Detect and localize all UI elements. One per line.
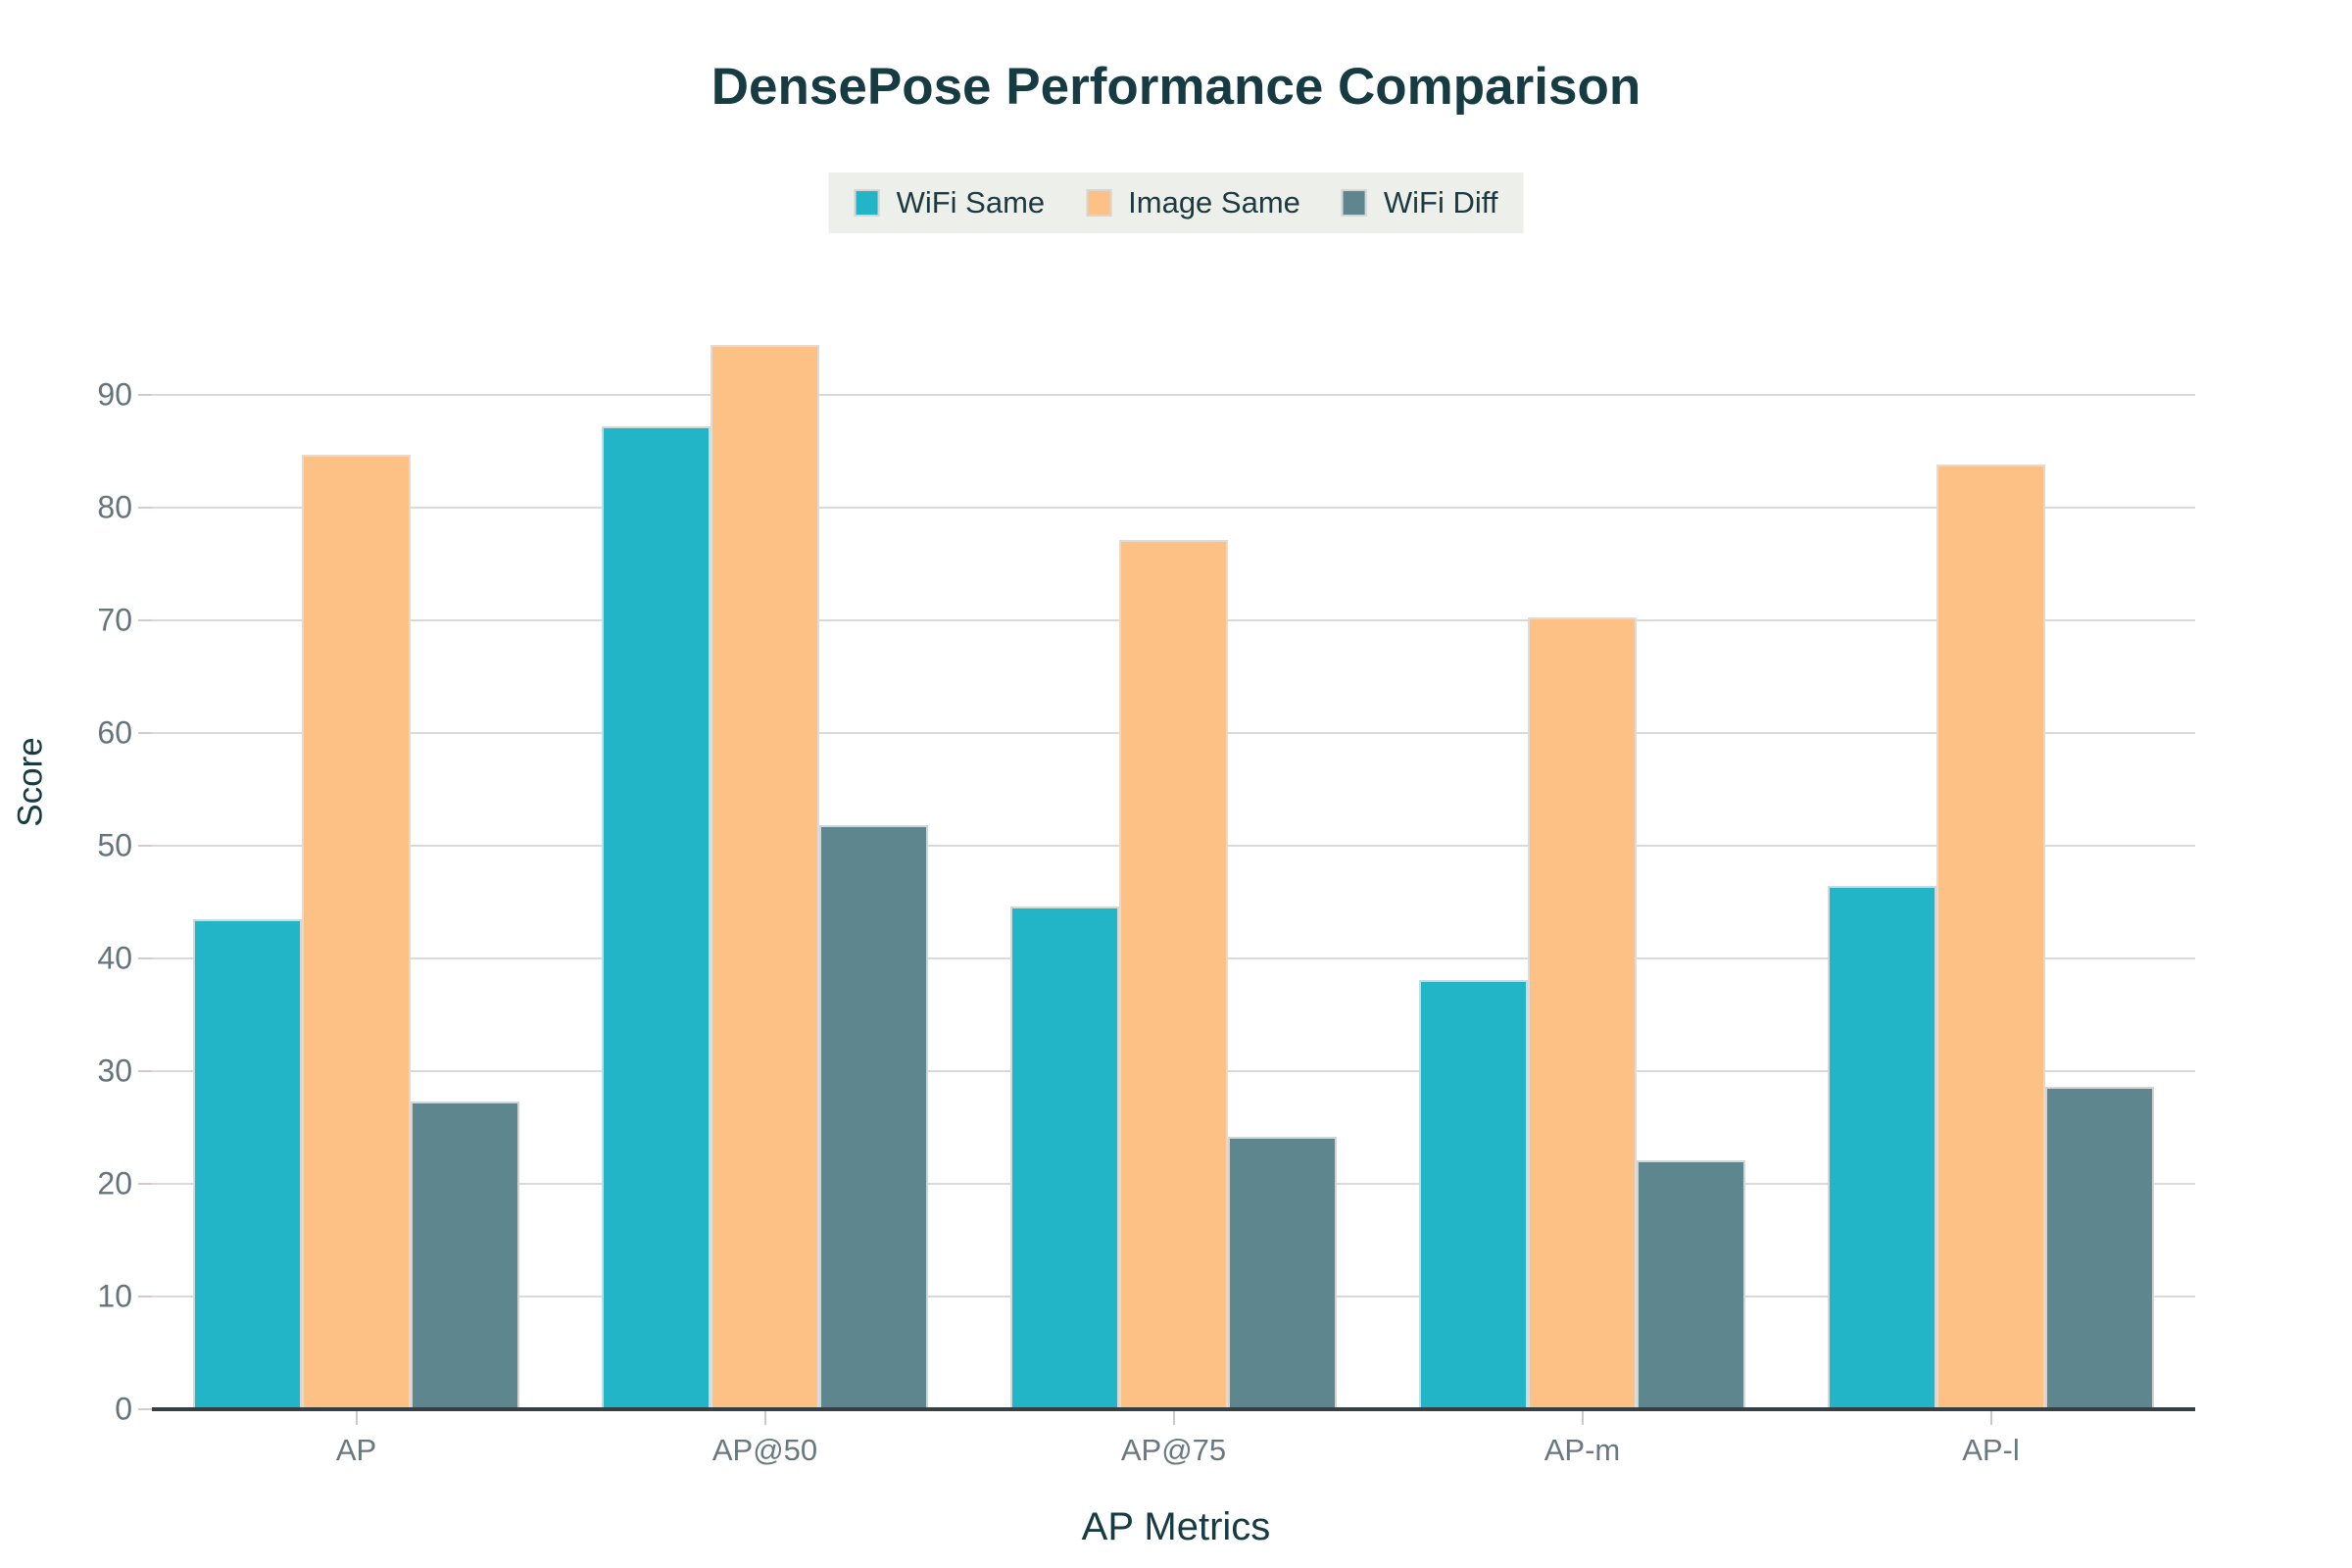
legend-label: WiFi Diff	[1383, 185, 1498, 220]
x-axis-line	[152, 1407, 2195, 1411]
y-tick-mark	[138, 1296, 152, 1298]
y-tick-label: 60	[97, 714, 132, 751]
y-tick-mark	[138, 845, 152, 847]
y-tick-label: 40	[97, 940, 132, 976]
legend-label: WiFi Same	[896, 185, 1046, 220]
bar-wifi-same-ap[interactable]	[193, 918, 302, 1409]
legend-swatch	[1086, 189, 1112, 217]
x-tick-mark	[763, 1411, 766, 1425]
y-axis-title: Score	[12, 737, 50, 827]
y-axis-title-box: Score	[10, 645, 53, 919]
chart-title: DensePose Performance Comparison	[710, 58, 1642, 116]
bar-wifi-diff-ap-l[interactable]	[2045, 1087, 2154, 1409]
y-tick-label: 20	[97, 1165, 132, 1201]
y-tick-mark	[138, 507, 152, 509]
bar-wifi-diff-ap@75[interactable]	[1228, 1136, 1337, 1409]
bar-wifi-diff-ap@50[interactable]	[819, 825, 928, 1409]
y-tick-mark	[138, 1183, 152, 1185]
x-tick-label-ap: AP	[335, 1433, 377, 1467]
legend-item-wifi-diff[interactable]: WiFi Diff	[1341, 185, 1498, 220]
bar-wifi-same-ap-m[interactable]	[1419, 979, 1528, 1409]
y-tick-mark	[138, 1408, 152, 1410]
legend-item-wifi-same[interactable]: WiFi Same	[854, 185, 1046, 220]
y-tick-label: 30	[97, 1053, 132, 1089]
legend-item-image-same[interactable]: Image Same	[1086, 185, 1300, 220]
x-tick-label-ap@50: AP@50	[711, 1433, 818, 1467]
legend-swatch	[854, 189, 880, 217]
bar-image-same-ap-l[interactable]	[1936, 465, 2045, 1409]
bar-image-same-ap[interactable]	[302, 454, 411, 1409]
y-tick-mark	[138, 1070, 152, 1072]
y-tick-mark	[138, 957, 152, 959]
bar-wifi-diff-ap-m[interactable]	[1637, 1159, 1745, 1409]
x-tick-label-ap@75: AP@75	[1120, 1433, 1227, 1467]
bar-image-same-ap@50[interactable]	[710, 345, 819, 1409]
y-tick-mark	[138, 619, 152, 621]
gridline-y-80	[152, 507, 2195, 509]
y-tick-mark	[138, 394, 152, 396]
y-tick-label: 80	[97, 489, 132, 525]
y-tick-label: 70	[97, 602, 132, 638]
bar-wifi-same-ap@75[interactable]	[1010, 906, 1119, 1409]
bar-image-same-ap-m[interactable]	[1528, 616, 1637, 1409]
gridline-y-90	[152, 394, 2195, 396]
x-tick-mark	[1989, 1411, 1992, 1425]
x-tick-mark	[355, 1411, 358, 1425]
legend: WiFi Same Image Same WiFi Diff	[828, 172, 1524, 233]
bar-wifi-same-ap@50[interactable]	[602, 426, 710, 1409]
y-tick-label: 90	[97, 376, 132, 413]
bar-image-same-ap@75[interactable]	[1119, 540, 1228, 1409]
x-tick-label-ap-l: AP-l	[1962, 1433, 2020, 1467]
y-tick-label: 50	[97, 827, 132, 863]
x-tick-label-ap-m: AP-m	[1544, 1433, 1621, 1467]
y-tick-mark	[138, 732, 152, 734]
x-tick-mark	[1581, 1411, 1584, 1425]
legend-label: Image Same	[1128, 185, 1300, 220]
y-tick-label: 10	[97, 1278, 132, 1314]
legend-swatch	[1341, 189, 1367, 217]
x-axis-title: AP Metrics	[1081, 1505, 1271, 1548]
bar-wifi-diff-ap[interactable]	[411, 1102, 519, 1409]
bar-wifi-same-ap-l[interactable]	[1828, 886, 1936, 1409]
x-tick-mark	[1172, 1411, 1175, 1425]
y-tick-label: 0	[115, 1391, 132, 1427]
